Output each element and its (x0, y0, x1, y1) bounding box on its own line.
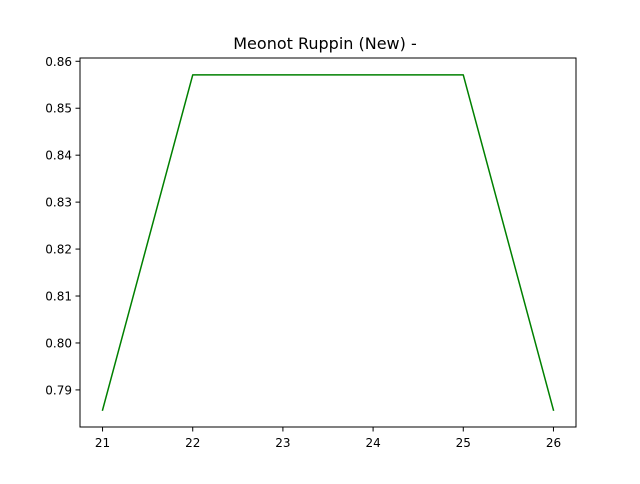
y-tick-label: 0.81 (45, 290, 72, 304)
x-tick-label: 21 (95, 436, 110, 450)
plot-area (103, 75, 554, 410)
x-tick-label: 22 (185, 436, 200, 450)
y-axis: 0.79 0.80 0.81 0.82 0.83 0.84 0.85 0.86 (45, 55, 80, 398)
y-tick-label: 0.82 (45, 243, 72, 257)
y-tick-label: 0.85 (45, 102, 72, 116)
x-tick-label: 26 (546, 436, 561, 450)
y-tick-label: 0.86 (45, 55, 72, 69)
y-tick-label: 0.80 (45, 336, 72, 350)
y-tick-label: 0.84 (45, 149, 72, 163)
y-tick-label: 0.79 (45, 383, 72, 397)
x-tick-label: 23 (275, 436, 290, 450)
x-tick-label: 24 (365, 436, 380, 450)
y-tick-label: 0.83 (45, 196, 72, 210)
plot-frame (80, 58, 576, 427)
x-tick-label: 25 (456, 436, 471, 450)
x-axis: 21 22 23 24 25 26 (95, 427, 561, 450)
chart-title: Meonot Ruppin (New) - (233, 34, 417, 53)
series-line (103, 75, 554, 410)
